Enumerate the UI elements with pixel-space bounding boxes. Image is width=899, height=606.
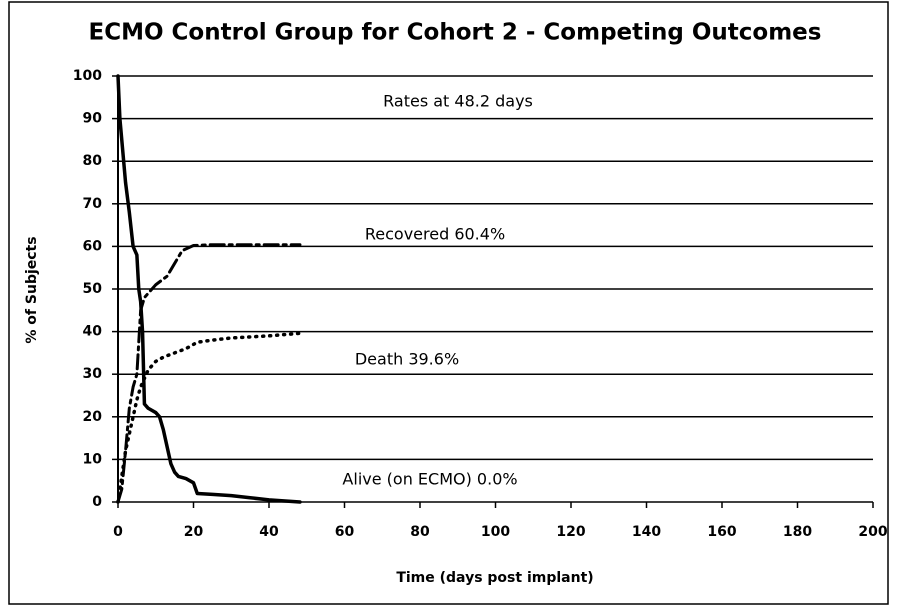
y-tick-label: 0	[92, 494, 102, 510]
x-tick-label: 180	[783, 524, 812, 540]
x-tick-label: 80	[410, 524, 430, 540]
y-tick-label: 60	[83, 238, 103, 254]
y-tick-label: 100	[73, 68, 102, 84]
x-tick-label: 100	[481, 524, 510, 540]
x-tick-label: 120	[556, 524, 585, 540]
chart-title: ECMO Control Group for Cohort 2 - Compet…	[89, 20, 822, 46]
y-axis-label: % of Subjects	[24, 236, 40, 343]
x-tick-label: 200	[858, 524, 887, 540]
x-tick-label: 40	[259, 524, 279, 540]
y-tick-label: 90	[83, 111, 103, 127]
y-tick-label: 80	[83, 153, 103, 169]
x-tick-label: 0	[113, 524, 123, 540]
series-label: Death 39.6%	[355, 350, 459, 369]
annotation: Rates at 48.2 days	[383, 92, 533, 111]
x-tick-label: 20	[184, 524, 204, 540]
y-tick-label: 10	[83, 451, 103, 467]
series-label: Alive (on ECMO) 0.0%	[342, 470, 517, 489]
series-label: Recovered 60.4%	[365, 225, 505, 244]
x-tick-label: 160	[707, 524, 736, 540]
y-tick-label: 70	[83, 196, 103, 212]
y-tick-label: 50	[83, 281, 103, 297]
x-tick-label: 140	[632, 524, 661, 540]
frame	[8, 1, 889, 605]
x-tick-label: 60	[335, 524, 355, 540]
series-line	[116, 331, 302, 504]
x-axis-label: Time (days post implant)	[396, 570, 593, 586]
y-tick-label: 30	[83, 366, 103, 382]
series-line	[116, 243, 302, 504]
series-line	[116, 74, 302, 504]
y-tick-label: 20	[83, 409, 103, 425]
y-tick-label: 40	[83, 324, 103, 340]
